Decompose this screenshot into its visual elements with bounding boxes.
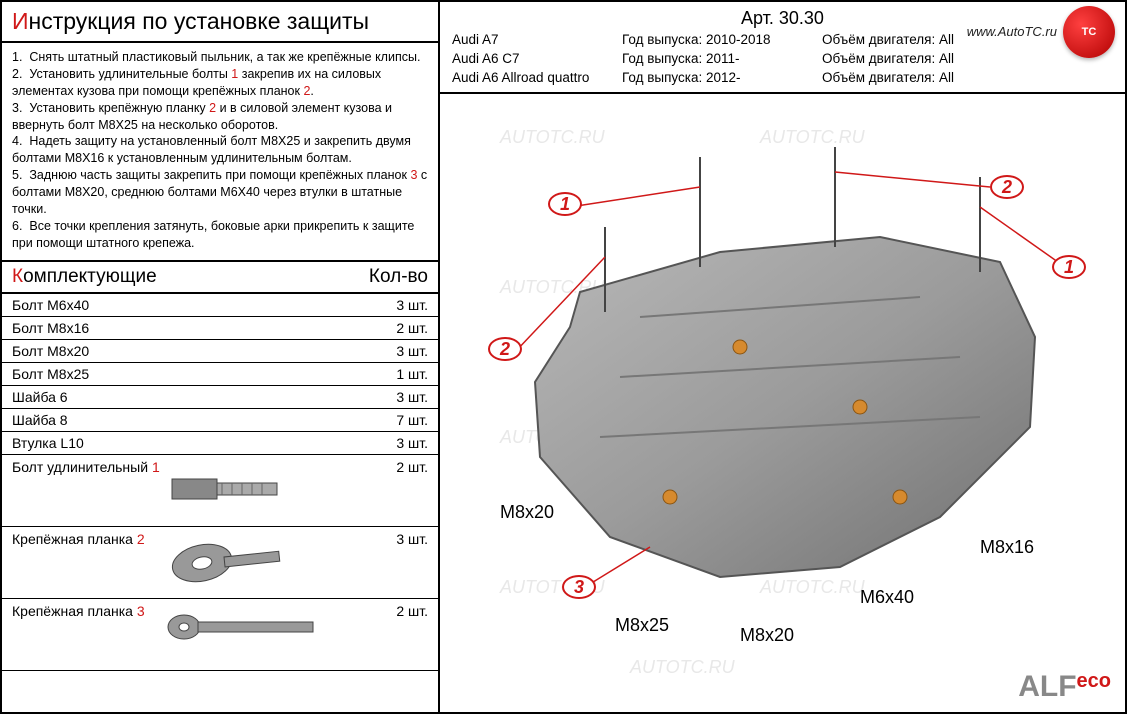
part-qty: 2 шт.: [396, 459, 428, 475]
part-name: Болт М8х20: [12, 343, 89, 359]
right-header: Арт. 30.30 Audi A7Год выпуска: 2010-2018…: [440, 2, 1125, 94]
plate-shape: [535, 237, 1035, 577]
part-qty: 3 шт.: [396, 531, 428, 547]
part-name: Болт М8х25: [12, 366, 89, 382]
parts-row: Болт М6х40 3 шт.: [2, 294, 438, 317]
bolt-dot: [893, 490, 907, 504]
part-qty: 1 шт.: [396, 366, 428, 382]
label-m8x20-mid: M8x20: [740, 625, 794, 646]
vehicle-table: Audi A7Год выпуска: 2010-2018Объём двига…: [452, 31, 1113, 88]
title-first-letter: И: [12, 8, 29, 34]
diagram-area: AUTOTC.RU AUTOTC.RU AUTOTC.RU AUTOTC.RU …: [440, 97, 1125, 712]
label-m6x40: M6x40: [860, 587, 914, 608]
parts-header-right: Кол-во: [369, 266, 428, 288]
callout-line: [835, 172, 990, 187]
label-m8x25: M8x25: [615, 615, 669, 636]
parts-row: Болт М8х16 2 шт.: [2, 317, 438, 340]
part-qty: 3 шт.: [396, 343, 428, 359]
vehicle-model: Audi A6 Allroad quattro: [452, 69, 622, 88]
logo-badge: ТС: [1063, 6, 1115, 58]
vehicle-year: Год выпуска: 2011-: [622, 50, 822, 69]
callout-line: [585, 547, 650, 587]
parts-row: Болт М8х20 3 шт.: [2, 340, 438, 363]
bolt-dot: [853, 400, 867, 414]
vehicle-model: Audi A6 C7: [452, 50, 622, 69]
parts-row: Шайба 6 3 шт.: [2, 386, 438, 409]
callout-1b: 1: [1052, 255, 1086, 279]
part-name: Болт М6х40: [12, 297, 89, 313]
instruction-step: 5. Заднюю часть защиты закрепить при пом…: [12, 167, 428, 218]
parts-row: Втулка L10 3 шт.: [2, 432, 438, 455]
vehicle-engine: Объём двигателя: All: [822, 50, 1113, 69]
part-qty: 2 шт.: [396, 603, 428, 619]
bolt-dot: [733, 340, 747, 354]
part-qty: 2 шт.: [396, 320, 428, 336]
page-title: Инструкция по установке защиты: [2, 2, 438, 43]
brand-logo: ALFeco: [1018, 670, 1111, 704]
illustrated-parts: Болт удлинительный 12 шт.Крепёжная планк…: [2, 455, 438, 671]
instruction-step: 4. Надеть защиту на установленный болт М…: [12, 133, 428, 167]
parts-row: Шайба 8 7 шт.: [2, 409, 438, 432]
parts-row: Болт М8х25 1 шт.: [2, 363, 438, 386]
part-name: Втулка L10: [12, 435, 84, 451]
part-name: Крепёжная планка 2: [12, 531, 145, 547]
part-qty: 3 шт.: [396, 297, 428, 313]
callout-line: [570, 187, 700, 207]
instructions-block: 1. Снять штатный пластиковый пыльник, а …: [2, 43, 438, 262]
right-panel: ТС www.AutoTC.ru Арт. 30.30 Audi A7Год в…: [440, 0, 1127, 714]
parts-header-left: Комплектующие: [12, 266, 157, 288]
callout-line: [980, 207, 1065, 267]
part-name: Болт удлинительный 1: [12, 459, 160, 475]
vehicle-model: Audi A7: [452, 31, 622, 50]
callout-3: 3: [562, 575, 596, 599]
callout-1: 1: [548, 192, 582, 216]
part-name: Шайба 8: [12, 412, 68, 428]
part-qty: 7 шт.: [396, 412, 428, 428]
instruction-step: 1. Снять штатный пластиковый пыльник, а …: [12, 49, 428, 66]
label-m8x20: M8x20: [500, 502, 554, 523]
website-url: www.AutoTC.ru: [967, 24, 1057, 39]
vehicle-year: Год выпуска: 2010-2018: [622, 31, 822, 50]
callout-2: 2: [488, 337, 522, 361]
illustrated-part-row: Крепёжная планка 2 3 шт.: [2, 527, 438, 599]
bolt-dot: [663, 490, 677, 504]
vehicle-year: Год выпуска: 2012-: [622, 69, 822, 88]
part-name: Крепёжная планка 3: [12, 603, 145, 619]
illustrated-part-row: Болт удлинительный 1 2 шт.: [2, 455, 438, 527]
instruction-step: 2. Установить удлинительные болты 1 закр…: [12, 66, 428, 100]
instruction-step: 3. Установить крепёжную планку 2 и в сил…: [12, 100, 428, 134]
left-panel: Инструкция по установке защиты 1. Снять …: [0, 0, 440, 714]
parts-table: Болт М6х40 3 шт. Болт М8х16 2 шт. Болт М8х20…: [2, 294, 438, 455]
instruction-step: 6. Все точки крепления затянуть, боковые…: [12, 218, 428, 252]
part-name: Болт М8х16: [12, 320, 89, 336]
part-qty: 3 шт.: [396, 435, 428, 451]
part-qty: 3 шт.: [396, 389, 428, 405]
parts-header: Комплектующие Кол-во: [2, 262, 438, 294]
part-name: Шайба 6: [12, 389, 68, 405]
callout-2b: 2: [990, 175, 1024, 199]
illustrated-part-row: Крепёжная планка 3 2 шт.: [2, 599, 438, 671]
vehicle-engine: Объём двигателя: All: [822, 69, 1113, 88]
label-m8x16: M8x16: [980, 537, 1034, 558]
title-rest: нструкция по установке защиты: [29, 8, 370, 34]
